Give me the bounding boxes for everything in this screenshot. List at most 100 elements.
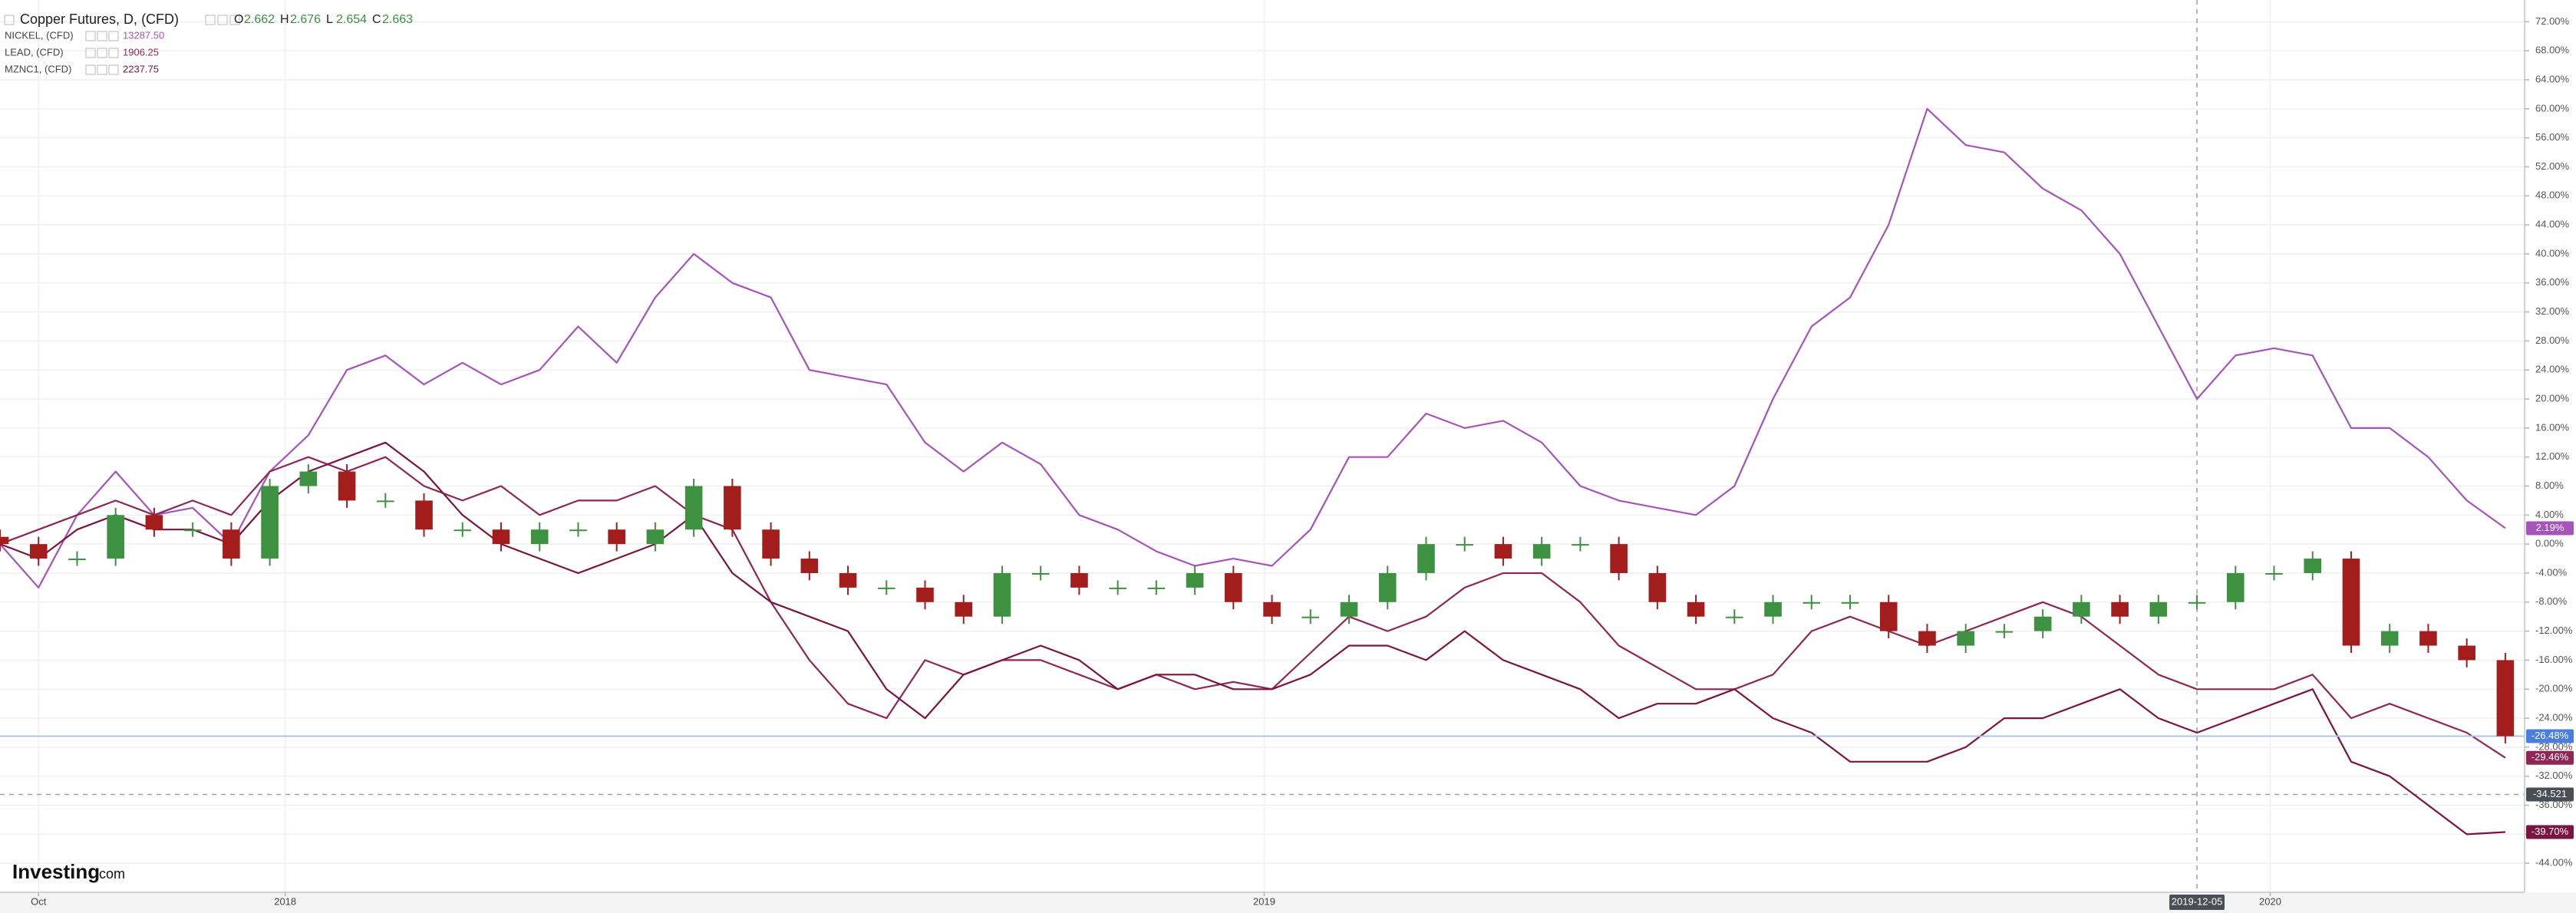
candle-body [877, 587, 895, 589]
candle-body [415, 500, 433, 530]
candle-body [1957, 631, 1974, 646]
candle-body [646, 529, 665, 545]
candle-body [1031, 572, 1050, 575]
candle-body [1726, 616, 1743, 618]
axes: -44.00%-40.00%-36.00%-32.00%-28.00%-24.0… [31, 15, 2574, 910]
legend-price: 13287.50 [123, 29, 164, 41]
candle-body [2304, 559, 2322, 573]
price-badge-label: 2.19% [2536, 522, 2564, 533]
quote-value: 2.663 [382, 13, 413, 26]
candle-body [800, 559, 819, 573]
candle-body [2111, 602, 2129, 617]
price-badge-label: -39.70% [2531, 826, 2569, 837]
candle-body [29, 544, 48, 559]
quote-letter: L [326, 13, 333, 26]
candle-body [1841, 602, 1859, 604]
candle-body [2149, 602, 2168, 617]
x-tick-label: 2020 [2259, 895, 2281, 907]
crosshair-badge-label: -34.521 [2533, 788, 2567, 799]
x-tick-label: Oct [31, 895, 47, 907]
price-badge-label: -26.48% [2531, 730, 2569, 741]
brand-suffix: .com [95, 866, 125, 882]
legend-price: 2237.75 [123, 63, 159, 74]
y-tick-label: 64.00% [2535, 73, 2570, 84]
candle-body [1225, 572, 1242, 602]
y-tick-label: -36.00% [2535, 799, 2573, 810]
y-tick-label: -16.00% [2535, 654, 2573, 665]
candle-body [1147, 587, 1166, 589]
candle-body [0, 536, 9, 545]
candle-body [1995, 631, 2014, 633]
y-tick-label: 68.00% [2535, 44, 2570, 56]
legend-name: NICKEL, (CFD) [5, 29, 74, 41]
candle-body [1340, 602, 1358, 617]
y-tick-label: 40.00% [2535, 247, 2570, 259]
price-badge [2526, 825, 2574, 839]
legend-button [85, 64, 96, 75]
candle-body [1456, 544, 1474, 546]
legend-button [217, 15, 228, 25]
candle-body [2033, 616, 2052, 631]
candle-body [2073, 602, 2090, 617]
candle-body [993, 572, 1011, 617]
candle-body [492, 529, 510, 545]
y-tick-label: -20.00% [2535, 683, 2573, 694]
price-badge-label: -29.46% [2531, 751, 2569, 763]
candle-body [1186, 572, 1204, 588]
y-tick-label: 24.00% [2535, 364, 2570, 375]
y-tick-label: 0.00% [2535, 538, 2564, 549]
legend-button [205, 15, 216, 25]
quote-letter: C [372, 13, 381, 26]
candle-body [299, 471, 318, 486]
candle-body [684, 486, 703, 530]
candle-body [1803, 602, 1821, 604]
candle-body [2342, 559, 2360, 646]
brand-name: Investing [12, 860, 100, 883]
quote-value: 2.676 [290, 13, 321, 26]
y-tick-label: 44.00% [2535, 219, 2570, 230]
candle-body [1301, 616, 1320, 618]
y-tick-label: 4.00% [2535, 509, 2564, 520]
legend-button [97, 64, 107, 75]
candle-body [608, 529, 625, 545]
candle-body [2265, 572, 2283, 575]
legend-title: Copper Futures, D, (CFD) [20, 12, 179, 27]
candle-body [1263, 602, 1281, 617]
series-line [0, 107, 2506, 588]
candle-body [1378, 572, 1397, 602]
candle-body [1572, 544, 1589, 546]
series-line [0, 441, 2505, 836]
legend-button [229, 15, 240, 25]
y-tick-label: 12.00% [2535, 450, 2570, 462]
candle-body [183, 529, 202, 532]
candle-body [2419, 631, 2437, 646]
quote-letter: H [280, 13, 289, 26]
x-tick-label: 2018 [274, 895, 296, 907]
legend-button [108, 64, 119, 75]
crosshair-date-badge [2169, 895, 2225, 910]
crosshair-date-label: 2019-12-05 [2172, 895, 2223, 907]
candle-body [724, 486, 741, 530]
y-tick-label: 60.00% [2535, 102, 2570, 114]
legend-button [4, 15, 15, 25]
candle-body [223, 529, 240, 559]
y-tick-label: -12.00% [2535, 625, 2573, 636]
candle-body [2380, 631, 2399, 646]
y-tick-label: -8.00% [2535, 595, 2568, 607]
x-tick-label: 2019 [1253, 895, 1275, 907]
candle-body [1494, 544, 1512, 559]
candle-body [955, 602, 973, 617]
crosshair-badge [2526, 787, 2574, 802]
candle-body [1070, 572, 1088, 588]
candle-body [1417, 544, 1435, 573]
price-badge [2526, 521, 2574, 536]
legend-button [108, 31, 119, 41]
candle-body [530, 529, 549, 545]
legend-name: LEAD, (CFD) [5, 46, 64, 58]
candle-body [916, 587, 934, 602]
quote-value: 2.662 [244, 13, 275, 26]
candle-body [2226, 572, 2245, 602]
y-tick-label: -32.00% [2535, 770, 2573, 781]
